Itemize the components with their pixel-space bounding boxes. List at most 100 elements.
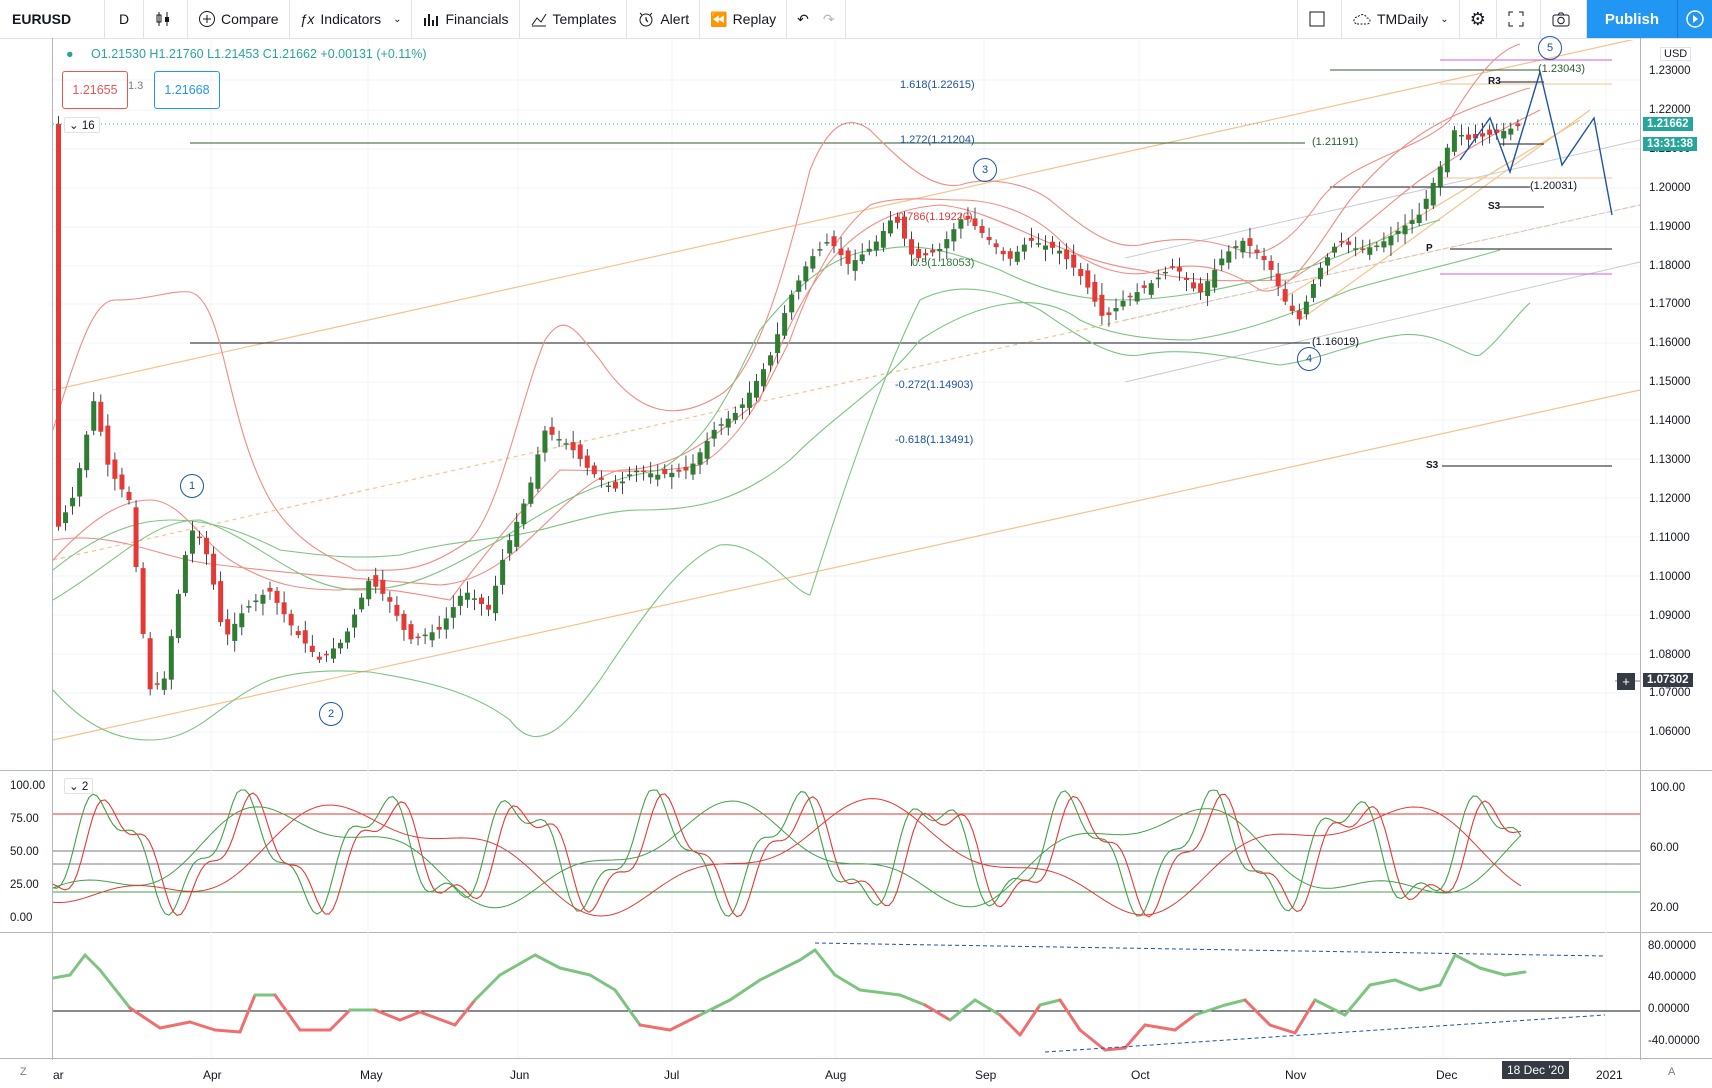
candle-body	[1134, 292, 1140, 302]
indicators-collapse-button[interactable]: ⌄ 16	[64, 117, 100, 133]
fullscreen-button[interactable]	[1497, 0, 1541, 38]
candle-body	[338, 642, 343, 649]
chart-type-button[interactable]	[144, 0, 188, 38]
candle-body	[1353, 248, 1359, 250]
countdown-badge: 13:31:38	[1643, 137, 1698, 151]
financials-button[interactable]: Financials	[412, 0, 520, 38]
symbol-search[interactable]: EURUSD	[0, 0, 105, 38]
momentum-segment	[1173, 1013, 1197, 1032]
candle-body	[1184, 277, 1189, 280]
candle-body	[676, 469, 682, 472]
alert-button[interactable]: Alert	[627, 0, 701, 38]
candle-body	[683, 466, 689, 471]
candle-body	[211, 553, 217, 585]
candle-body	[232, 623, 238, 641]
candle-body	[528, 482, 534, 504]
time-tick-label: Jun	[510, 1068, 530, 1082]
candle-body	[147, 638, 153, 690]
square-icon	[1309, 11, 1325, 27]
currency-label: USD	[1660, 47, 1692, 61]
ohlc-legend: ● O1.21530 H1.21760 L1.21453 C1.21662 +0…	[66, 47, 427, 61]
pane-divider-2[interactable]	[0, 932, 1712, 933]
auto-scale-left-button[interactable]: Z	[20, 1066, 27, 1078]
momentum-segment	[68, 953, 87, 977]
candle-body	[1127, 295, 1133, 298]
candle-body	[1035, 243, 1041, 245]
compare-button[interactable]: Compare	[188, 0, 290, 38]
candle-body	[1473, 134, 1479, 139]
candle-body	[817, 249, 823, 251]
candle-body	[443, 618, 449, 630]
momentum-segment	[1123, 1023, 1147, 1050]
candle-body	[937, 248, 943, 252]
momentum-segment	[1038, 998, 1062, 1007]
momentum-segment	[1143, 1023, 1177, 1032]
buy-button[interactable]: 1.21668	[154, 71, 220, 109]
candle-body	[161, 678, 167, 690]
crosshair-plus-icon[interactable]: +	[1617, 673, 1635, 690]
candle-body	[189, 530, 195, 554]
candle-body	[704, 441, 710, 459]
candle-body	[866, 248, 872, 252]
left-axis-separator	[52, 38, 53, 1060]
candle-body	[1289, 305, 1295, 311]
time-tick-label: Oct	[1131, 1068, 1150, 1082]
osc-collapse-button[interactable]: ⌄ 2	[64, 778, 94, 794]
templates-icon	[531, 13, 546, 27]
auto-scale-button[interactable]: A	[1668, 1066, 1676, 1078]
momentum-segment	[128, 1006, 162, 1030]
symbol-label: EURUSD	[12, 11, 72, 27]
candle-body	[218, 581, 224, 623]
publish-button[interactable]: Publish	[1586, 0, 1677, 38]
candle-body	[1064, 249, 1070, 260]
cloud-icon	[1353, 14, 1371, 25]
templates-button[interactable]: Templates	[520, 0, 628, 38]
time-tick-label: May	[360, 1068, 383, 1082]
level-label-120031: (1.20031)	[1530, 180, 1578, 192]
momentum-segment	[1243, 998, 1272, 1027]
layout-name-button[interactable]: TMDaily ⌄	[1342, 0, 1460, 38]
candle-body	[394, 604, 400, 616]
candle-body	[126, 491, 132, 500]
pivot-r3-label: R3	[1488, 76, 1501, 87]
price-tick-label: 1.15000	[1649, 376, 1691, 389]
interval-button[interactable]: D	[105, 0, 144, 38]
redo-icon[interactable]: ↷	[822, 10, 835, 27]
candle-body	[1226, 251, 1232, 263]
time-tick-label: Nov	[1285, 1068, 1307, 1082]
momentum-segment	[1393, 978, 1422, 992]
select-layout-button[interactable]	[1296, 0, 1342, 38]
candle-body	[77, 468, 83, 497]
undo-icon[interactable]: ↶	[797, 10, 809, 27]
candle-body	[859, 254, 865, 262]
candle-body	[140, 568, 146, 634]
replay-button[interactable]: ⏪ Replay	[700, 0, 788, 38]
momentum-segment	[1343, 983, 1372, 1017]
pane-divider-1[interactable]	[0, 770, 1712, 771]
undo-redo-group: ↶ ↷	[787, 0, 846, 38]
momentum-segment	[1478, 966, 1507, 977]
momentum-segment	[328, 1008, 352, 1032]
price-tick-label: 1.06000	[1649, 726, 1691, 739]
osc1-left-tick-label: 50.00	[10, 846, 39, 858]
sell-button[interactable]: 1.21655	[62, 71, 128, 109]
candle-body	[175, 593, 181, 639]
wave-label-1: 1	[180, 474, 204, 498]
last-price-badge: 1.21662	[1643, 117, 1693, 131]
momentum-segment	[158, 1020, 192, 1030]
candle-body	[958, 219, 964, 229]
candle-body	[1325, 257, 1330, 266]
indicators-button[interactable]: ƒx Indicators ⌄	[290, 0, 413, 38]
settings-button[interactable]: ⚙	[1460, 0, 1497, 38]
candle-body	[1416, 214, 1422, 224]
financials-label: Financials	[445, 11, 509, 27]
momentum-line	[53, 948, 1527, 1052]
momentum-segment	[798, 948, 817, 962]
snapshot-button[interactable]	[1541, 0, 1587, 38]
price-tick-label: 1.22000	[1649, 103, 1691, 116]
chevron-down-icon[interactable]: ⌄	[393, 13, 402, 25]
status-dot-icon: ●	[66, 47, 74, 61]
candle-body	[838, 248, 844, 256]
play-button[interactable]	[1677, 0, 1712, 38]
